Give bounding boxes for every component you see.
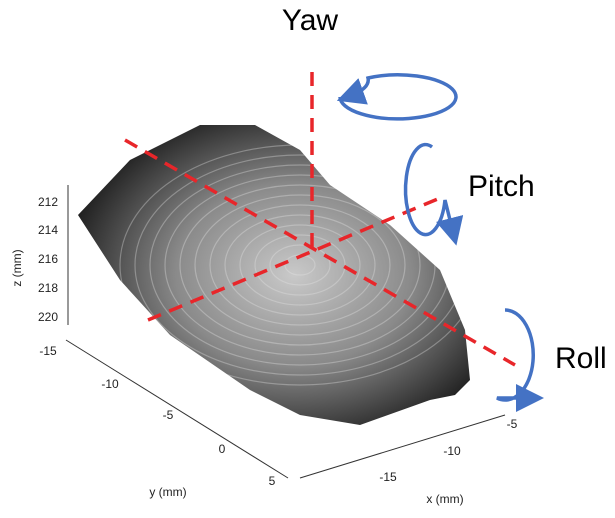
x-tick-label: -10 <box>443 444 461 458</box>
z-tick-label: 220 <box>38 310 58 324</box>
y-tick-label: 5 <box>269 474 276 488</box>
roll-label: Roll <box>555 342 607 375</box>
z-axis-label: z (mm) <box>10 249 24 286</box>
x-tick-label: -5 <box>507 417 518 431</box>
y-tick-label: -5 <box>163 408 174 422</box>
y-axis-label: y (mm) <box>149 485 186 499</box>
z-tick-label: 212 <box>38 195 58 209</box>
x-axis-label: x (mm) <box>426 492 463 506</box>
y-tick-label: 0 <box>219 442 226 456</box>
z-tick-label: 216 <box>38 252 58 266</box>
figure: Yaw Pitch Roll z (mm) y (mm) x (mm) 212 2… <box>0 0 615 513</box>
y-tick-label: -15 <box>39 344 57 358</box>
x-tick-label: -15 <box>379 470 397 484</box>
z-tick-label: 218 <box>38 281 58 295</box>
y-tick-label: -10 <box>101 377 119 391</box>
pitch-label: Pitch <box>468 170 535 203</box>
yaw-label: Yaw <box>282 4 338 37</box>
page: {"rotations": {"yaw": "Yaw", "pitch": "P… <box>0 0 615 513</box>
z-tick-label: 214 <box>38 223 58 237</box>
